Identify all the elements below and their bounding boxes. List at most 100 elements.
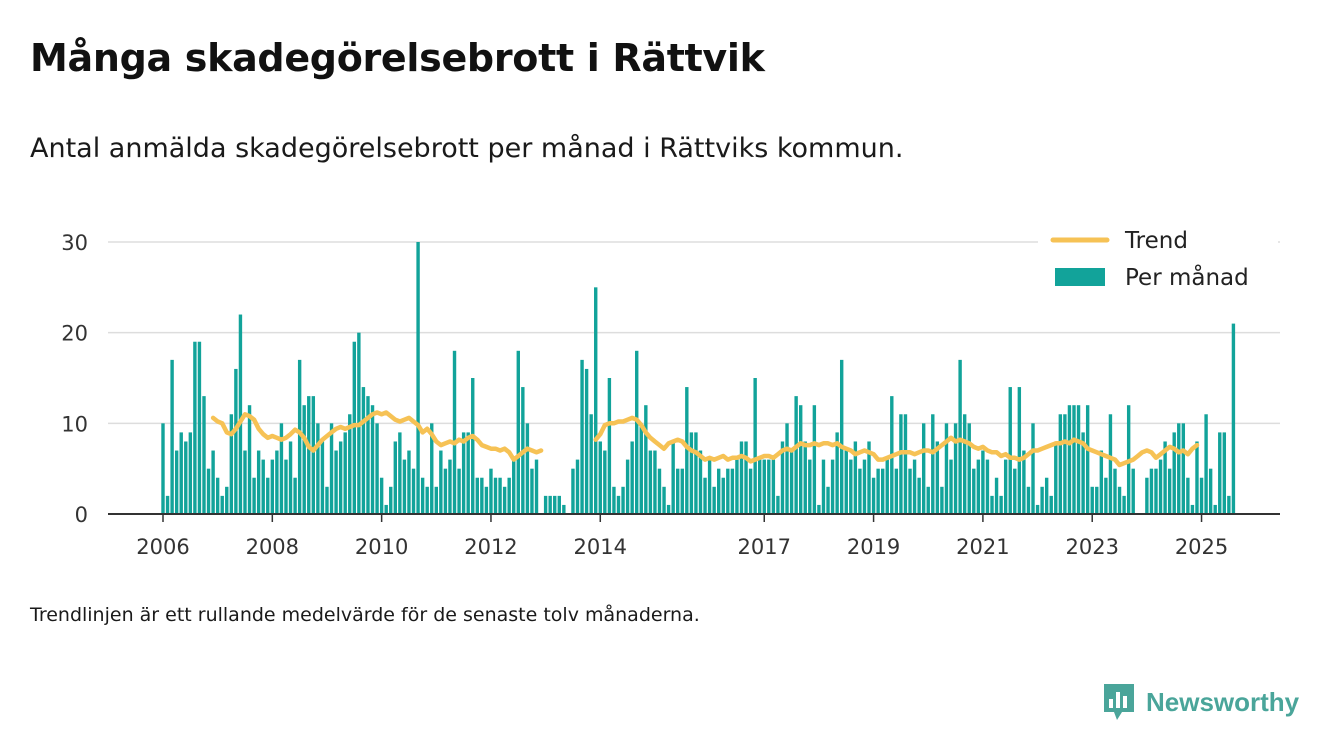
bar xyxy=(220,495,224,514)
bar xyxy=(202,396,206,514)
bar xyxy=(375,423,379,514)
bar xyxy=(1218,432,1222,514)
bar xyxy=(370,405,375,514)
bar xyxy=(466,432,470,514)
bar xyxy=(261,459,265,514)
x-tick-label: 2008 xyxy=(246,535,299,559)
bar xyxy=(416,242,420,514)
bar xyxy=(293,477,297,514)
bar xyxy=(694,432,698,514)
bar xyxy=(1044,477,1049,514)
bar xyxy=(525,423,530,514)
bar xyxy=(1031,423,1035,514)
bar xyxy=(1117,486,1122,514)
chart-title: Många skadegörelsebrott i Rättvik xyxy=(30,36,765,80)
bar xyxy=(1017,387,1022,514)
bar xyxy=(206,468,211,514)
bar xyxy=(1054,441,1058,514)
newsworthy-logo: Newsworthy xyxy=(1102,682,1299,722)
bar xyxy=(689,432,694,514)
bar xyxy=(407,450,411,514)
bar xyxy=(899,414,903,514)
bar xyxy=(1022,450,1026,514)
bar xyxy=(962,414,967,514)
bar xyxy=(1186,477,1190,514)
bar xyxy=(880,468,885,514)
bar xyxy=(1058,414,1063,514)
bar xyxy=(698,450,703,514)
bar xyxy=(908,468,912,514)
bar xyxy=(197,341,202,514)
bar xyxy=(1008,387,1012,514)
bar xyxy=(758,459,762,514)
bar xyxy=(1204,414,1208,514)
bar xyxy=(653,450,657,514)
bar xyxy=(912,459,917,514)
bar xyxy=(803,441,807,514)
x-tick-label: 2014 xyxy=(574,535,627,559)
bar xyxy=(1195,441,1199,514)
bar xyxy=(553,495,557,514)
bar xyxy=(648,450,653,514)
bar xyxy=(1149,468,1154,514)
bar xyxy=(776,495,780,514)
bar xyxy=(161,423,165,514)
bar xyxy=(625,459,630,514)
bar xyxy=(839,359,844,514)
bar xyxy=(762,459,766,514)
bar xyxy=(311,396,316,514)
bar xyxy=(717,468,721,514)
newsworthy-chart-icon xyxy=(1104,684,1134,720)
bar xyxy=(603,450,607,514)
bar xyxy=(402,459,407,514)
bar xyxy=(671,441,675,514)
bar xyxy=(598,441,602,514)
bar xyxy=(1035,504,1040,514)
bar xyxy=(921,423,926,514)
bar xyxy=(612,486,616,514)
chart: 0 10 20 30 2006 2008 2010 2012 2014 2017 2019 2021 2… xyxy=(61,228,1280,559)
bar-series xyxy=(161,242,1236,514)
bar xyxy=(238,314,243,514)
bar xyxy=(384,504,388,514)
bar xyxy=(1222,432,1227,514)
bar xyxy=(853,441,858,514)
bar xyxy=(1199,477,1204,514)
bar xyxy=(721,477,725,514)
bar xyxy=(1040,486,1044,514)
bar xyxy=(1177,423,1181,514)
bar xyxy=(1231,323,1236,514)
bar xyxy=(876,468,880,514)
bar xyxy=(338,441,343,514)
bar xyxy=(780,441,785,514)
bar xyxy=(958,359,962,514)
bar xyxy=(489,468,493,514)
bar xyxy=(480,477,484,514)
x-tick-label: 2025 xyxy=(1175,535,1228,559)
bar xyxy=(1063,414,1067,514)
bar xyxy=(279,423,284,514)
bar xyxy=(894,468,899,514)
bar xyxy=(329,423,334,514)
bar xyxy=(616,495,621,514)
bar xyxy=(871,477,876,514)
bar xyxy=(944,423,949,514)
bar xyxy=(630,441,634,514)
x-tick-label: 2019 xyxy=(847,535,900,559)
bar xyxy=(502,486,507,514)
bar xyxy=(676,468,680,514)
bar xyxy=(452,350,457,514)
bar xyxy=(917,477,921,514)
bar xyxy=(1208,468,1213,514)
bar xyxy=(821,459,826,514)
bar xyxy=(594,287,598,514)
bar xyxy=(215,477,220,514)
chart-subtitle: Antal anmälda skadegörelsebrott per måna… xyxy=(30,133,904,164)
bar xyxy=(931,414,935,514)
bar xyxy=(366,396,370,514)
newsworthy-logo-text: Newsworthy xyxy=(1146,686,1300,717)
bar xyxy=(247,405,252,514)
bar xyxy=(284,459,288,514)
bar xyxy=(589,414,593,514)
bar xyxy=(252,477,256,514)
